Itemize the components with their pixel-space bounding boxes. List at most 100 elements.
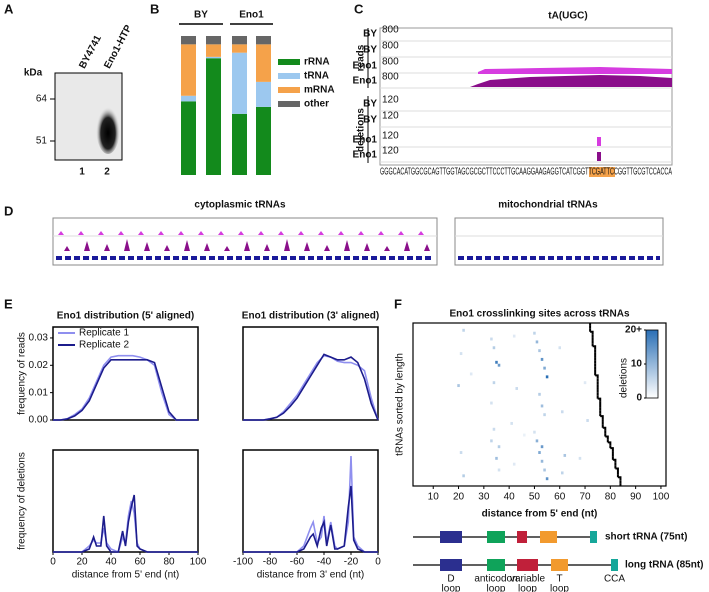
data-line — [243, 353, 379, 421]
bar-segment — [206, 58, 221, 175]
panel-label: D — [4, 203, 13, 218]
bar-segment — [181, 36, 196, 45]
peak — [84, 241, 90, 251]
heatmap-cell — [558, 346, 562, 350]
x-tick-label: 40 — [504, 492, 516, 503]
heatmap-cell — [578, 456, 582, 460]
length-step — [600, 415, 604, 420]
colorbar-label: deletions — [619, 358, 630, 398]
heatmap-cell — [540, 404, 544, 408]
heatmap-cell — [540, 357, 544, 361]
peak — [118, 231, 124, 235]
y-tick-label: 0.03 — [29, 333, 49, 344]
x-tick-label: 60 — [134, 557, 146, 568]
track-label: Eno1 — [353, 135, 378, 146]
track-label: Eno1 — [353, 76, 378, 87]
y-axis-label: frequency of reads — [17, 332, 28, 415]
x-tick-label: 10 — [428, 492, 440, 503]
bar-segment — [232, 113, 247, 175]
heatmap-cell — [495, 360, 498, 364]
heatmap-cell — [533, 430, 536, 434]
heatmap-cell — [545, 477, 549, 481]
peak — [358, 231, 364, 235]
lane-number: 2 — [104, 167, 110, 178]
y-tick-label: 0.00 — [29, 415, 49, 426]
deletion-spike — [597, 152, 601, 161]
peak — [404, 241, 410, 251]
data-line — [243, 354, 379, 421]
x-tick-label: 0 — [375, 557, 381, 568]
length-step — [592, 345, 597, 350]
bar-segment — [181, 95, 196, 102]
browser-title: tA(UGC) — [548, 11, 587, 22]
x-tick-label: 60 — [554, 492, 566, 503]
length-step — [595, 374, 599, 379]
group-label: reads — [356, 44, 367, 71]
peak — [344, 240, 350, 251]
heatmap-cell — [515, 387, 518, 390]
heatmap-cell — [543, 413, 546, 417]
bar-segment — [256, 44, 271, 82]
plot-frame — [52, 449, 199, 553]
heatmap-cell — [462, 474, 465, 478]
sequence: GGGCACATGGCGCAGTTGGTAGCGCGCTTCCCTTGCAAGG… — [380, 167, 672, 178]
peak — [138, 231, 144, 235]
peak — [98, 231, 104, 235]
track-label: Eno1 — [353, 61, 378, 72]
x-axis-label: distance from 5' end (nt) — [482, 509, 598, 520]
length-step — [597, 397, 602, 402]
plot-frame — [412, 322, 667, 487]
length-step — [590, 330, 594, 335]
gel-band — [96, 102, 120, 154]
track-scale: 800 — [382, 72, 399, 83]
heatmap-cell — [545, 375, 549, 379]
legend-swatch — [278, 101, 300, 107]
heatmap-cell — [497, 468, 501, 472]
marker-label: 64 — [36, 94, 48, 105]
trna-feature — [487, 531, 505, 543]
peak — [364, 243, 370, 251]
y-tick-label: 0.02 — [29, 360, 49, 371]
peak — [78, 231, 84, 235]
bar-segment — [256, 106, 271, 175]
legend-label: other — [304, 99, 329, 110]
heatmap-cell — [543, 468, 546, 472]
x-tick-label: -100 — [233, 557, 253, 568]
peak — [258, 231, 264, 235]
heatmap-cell — [543, 366, 546, 370]
peak — [158, 231, 164, 235]
trna-feature — [540, 531, 557, 543]
bar-segment — [256, 81, 271, 107]
track-scale: 800 — [382, 41, 399, 52]
bar-segment — [256, 36, 271, 45]
coverage — [478, 67, 672, 74]
legend-label: Replicate 1 — [79, 328, 129, 339]
x-tick-label: -80 — [263, 557, 278, 568]
heatmap-cell — [490, 439, 493, 443]
peak — [324, 245, 330, 251]
x-tick-label: -20 — [344, 557, 359, 568]
peak — [104, 244, 110, 251]
y-tick-label: 0.01 — [29, 387, 49, 398]
heatmap-cell — [561, 410, 564, 414]
feature-label: CCA — [604, 574, 625, 585]
track-label: BY — [363, 99, 377, 110]
panel-label: B — [150, 1, 159, 16]
bar-segment — [232, 52, 247, 114]
panel-label: A — [4, 1, 14, 16]
legend-label: tRNA — [304, 71, 329, 82]
colorbar-tick-label: 20+ — [625, 325, 642, 336]
bar-segment — [181, 44, 196, 96]
browser-frame — [379, 27, 673, 166]
bar-segment — [232, 44, 247, 53]
lane-label: Eno1-HTP — [102, 23, 134, 71]
bar-segment — [181, 101, 196, 175]
track-label: BY — [363, 45, 377, 56]
length-step — [607, 441, 612, 446]
peak — [418, 231, 424, 235]
peak — [264, 244, 270, 251]
heatmap-cell — [535, 439, 539, 443]
colorbar-tick-label: 0 — [636, 393, 642, 404]
length-step — [610, 447, 614, 452]
trna-feature — [517, 531, 527, 543]
